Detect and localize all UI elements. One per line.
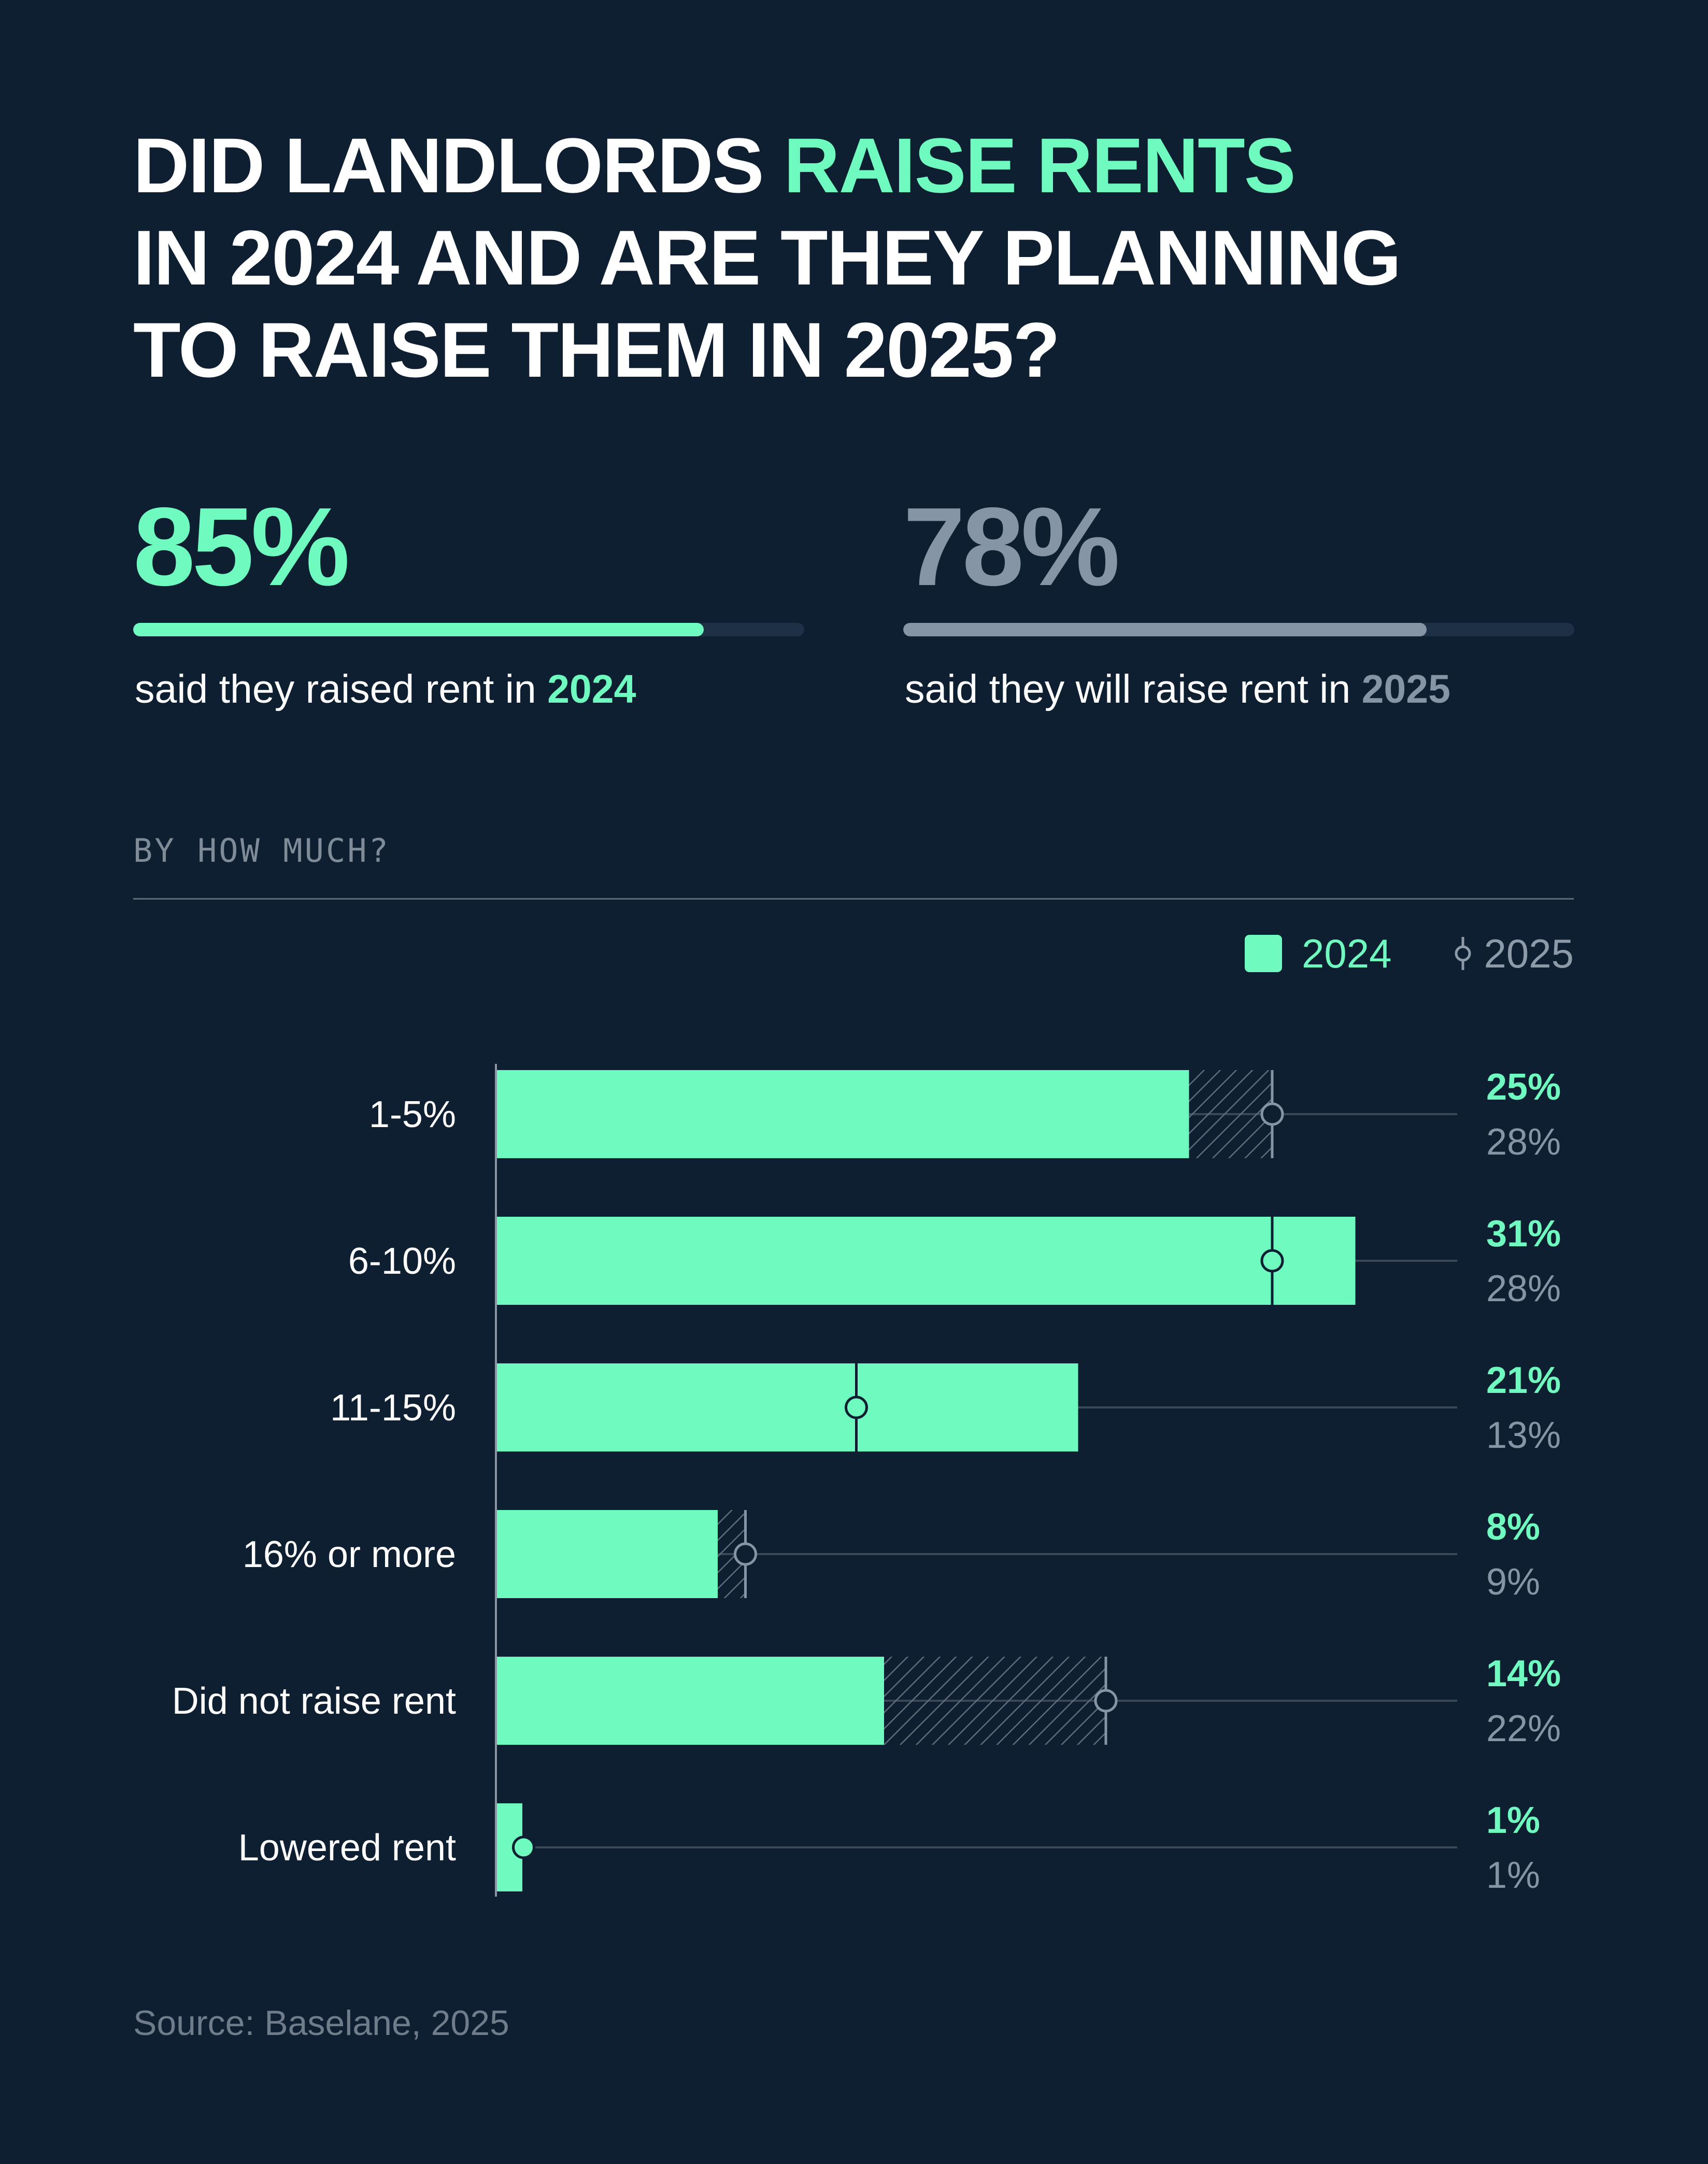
bar-2024 (496, 1217, 1356, 1305)
source-note: Source: Baselane, 2025 (133, 2003, 509, 2043)
bar-2024 (496, 1363, 1078, 1451)
value-label-2025: 28% (1486, 1268, 1561, 1309)
value-label-2025: 13% (1486, 1415, 1561, 1456)
bar-2024 (496, 1657, 884, 1745)
section-divider (133, 898, 1574, 900)
marker-2025-dot (512, 1835, 535, 1859)
category-label: Lowered rent (238, 1827, 456, 1869)
stat-2024: 85% said they raised rent in 2024 (133, 484, 804, 711)
marker-2025-dot (734, 1542, 757, 1566)
legend-label-2025: 2025 (1484, 930, 1574, 976)
stat-2025-caption-year: 2025 (1361, 667, 1450, 711)
stat-2024-progress-track (133, 623, 804, 636)
title-line3: TO RAISE THEM IN 2025? (133, 306, 1060, 393)
title-line2: IN 2024 AND ARE THEY PLANNING (133, 214, 1401, 301)
lollipop-marker-icon (1455, 937, 1471, 970)
value-label-2024: 1% (1486, 1800, 1540, 1841)
category-label: 1-5% (369, 1094, 456, 1135)
chart-legend: 2024 2025 (1244, 928, 1574, 979)
bar-2024 (496, 1070, 1189, 1158)
stat-2025-value: 78% (903, 484, 1120, 609)
stat-2025-caption-text: said they will raise rent in (905, 667, 1362, 711)
stat-2024-progress-fill (133, 623, 704, 636)
legend-item-2025: 2025 (1453, 930, 1574, 977)
title-line1-accent: RAISE RENTS (784, 122, 1296, 209)
stat-2025-caption: said they will raise rent in 2025 (905, 666, 1450, 713)
value-label-2025: 1% (1486, 1855, 1540, 1896)
value-label-2025: 9% (1486, 1561, 1540, 1603)
legend-label-2024: 2024 (1301, 930, 1392, 976)
stat-2024-value: 85% (133, 484, 350, 609)
stat-2024-caption-year: 2024 (547, 667, 636, 711)
stat-2024-caption: said they raised rent in 2024 (135, 666, 636, 713)
value-label-2024: 31% (1486, 1213, 1561, 1255)
stat-2024-caption-text: said they raised rent in (135, 667, 548, 711)
legend-swatch-2024 (1244, 935, 1282, 972)
marker-2025-dot (1260, 1249, 1284, 1273)
stat-2025-progress-fill (903, 623, 1427, 636)
value-label-2024: 14% (1486, 1653, 1561, 1695)
marker-2025-dot (1260, 1102, 1284, 1126)
value-label-2025: 22% (1486, 1708, 1561, 1749)
value-label-2025: 28% (1486, 1121, 1561, 1163)
value-label-2024: 21% (1486, 1360, 1561, 1401)
stat-2025: 78% said they will raise rent in 2025 (903, 484, 1574, 711)
hatch-gap-2025 (1189, 1070, 1272, 1158)
marker-2025-dot (1094, 1689, 1118, 1713)
category-label: 6-10% (348, 1241, 456, 1282)
value-label-2024: 25% (1486, 1066, 1561, 1108)
stat-2025-progress-track (903, 623, 1574, 636)
bar-2024 (496, 1510, 718, 1598)
legend-item-2024: 2024 (1244, 930, 1392, 977)
title-line1-prefix: DID LANDLORDS (133, 122, 784, 209)
page-title: DID LANDLORDS RAISE RENTS IN 2024 AND AR… (133, 119, 1610, 396)
category-label: 16% or more (243, 1534, 456, 1575)
section-label: BY HOW MUCH? (133, 832, 390, 870)
category-label: 11-15% (330, 1387, 456, 1429)
value-label-2024: 8% (1486, 1506, 1540, 1548)
category-label: Did not raise rent (172, 1681, 456, 1722)
hatch-gap-2025 (884, 1657, 1106, 1745)
marker-2025-dot (845, 1396, 868, 1419)
